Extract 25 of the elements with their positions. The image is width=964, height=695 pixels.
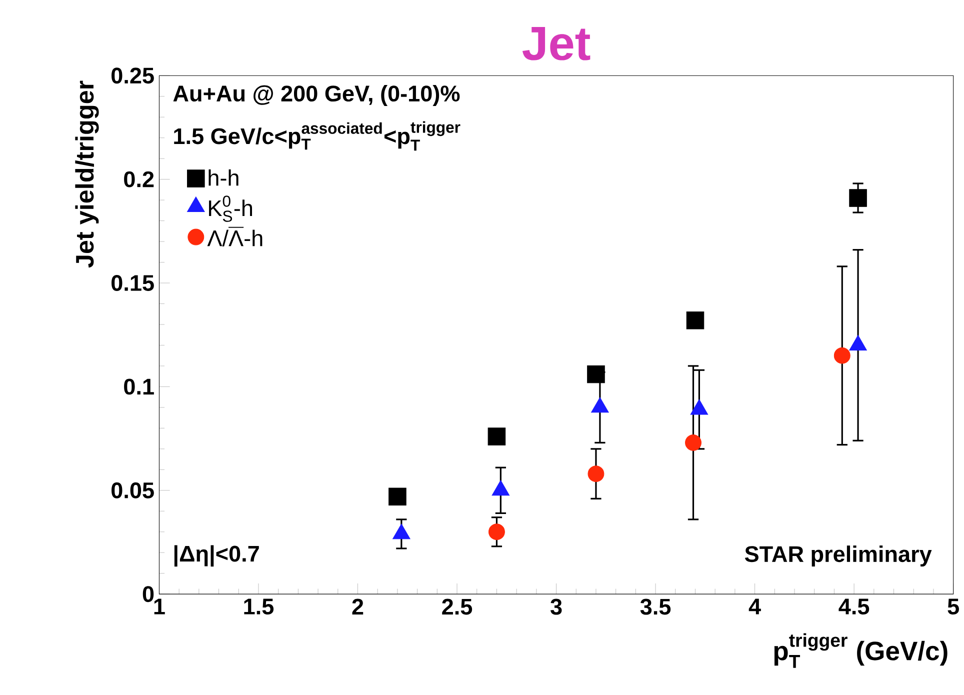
x-tick-label: 2 xyxy=(352,598,364,615)
x-tick-label: 2.5 xyxy=(442,598,472,615)
y-tick-label: 0.05 xyxy=(112,482,154,499)
y-tick-label: 0.25 xyxy=(112,68,154,84)
y-tick-label: 0.2 xyxy=(124,172,154,188)
x-tick-label: 4 xyxy=(748,598,761,614)
x-tick-label: 1.5 xyxy=(244,598,274,615)
x-axis-title: $\text{p}_{\text{T}}^{\text{trigger}}\text{ (GeV/c)}$ xyxy=(774,633,948,668)
annotation: $\text{1.5 GeV/c<p}_{\text{T}}^{\text{associated}}\text{<p}_{\text{T}}^{\text{trigger}}$ xyxy=(174,121,460,151)
y-tick-label: 0.15 xyxy=(112,275,154,292)
legend-label: h-h xyxy=(208,170,238,186)
x-tick-label: 5 xyxy=(948,598,959,615)
x-tick-label: 3.5 xyxy=(640,598,671,615)
x-tick-label: 4.5 xyxy=(838,598,870,615)
y-tick-label: 0 xyxy=(142,586,154,602)
legend-label: $\text{K}_{\text{S}}^{\text{0}}\text{-h}$ xyxy=(209,196,252,222)
y-axis-title: Jet yield/trigger xyxy=(75,80,99,268)
legend-label: $\text{Λ/}\overline{\text{Λ}}\text{-h}$ xyxy=(207,228,262,247)
x-tick-label: 1 xyxy=(154,598,165,614)
annotation: Au+Au @ 200 GeV, (0-10)% xyxy=(173,85,460,106)
annotation: STAR preliminary xyxy=(744,546,932,567)
annotation: |Δη|<0.7 xyxy=(174,545,259,567)
y-tick-label: 0.1 xyxy=(124,378,154,395)
chart-title: Jet xyxy=(522,27,590,61)
x-tick-label: 3 xyxy=(550,598,562,615)
